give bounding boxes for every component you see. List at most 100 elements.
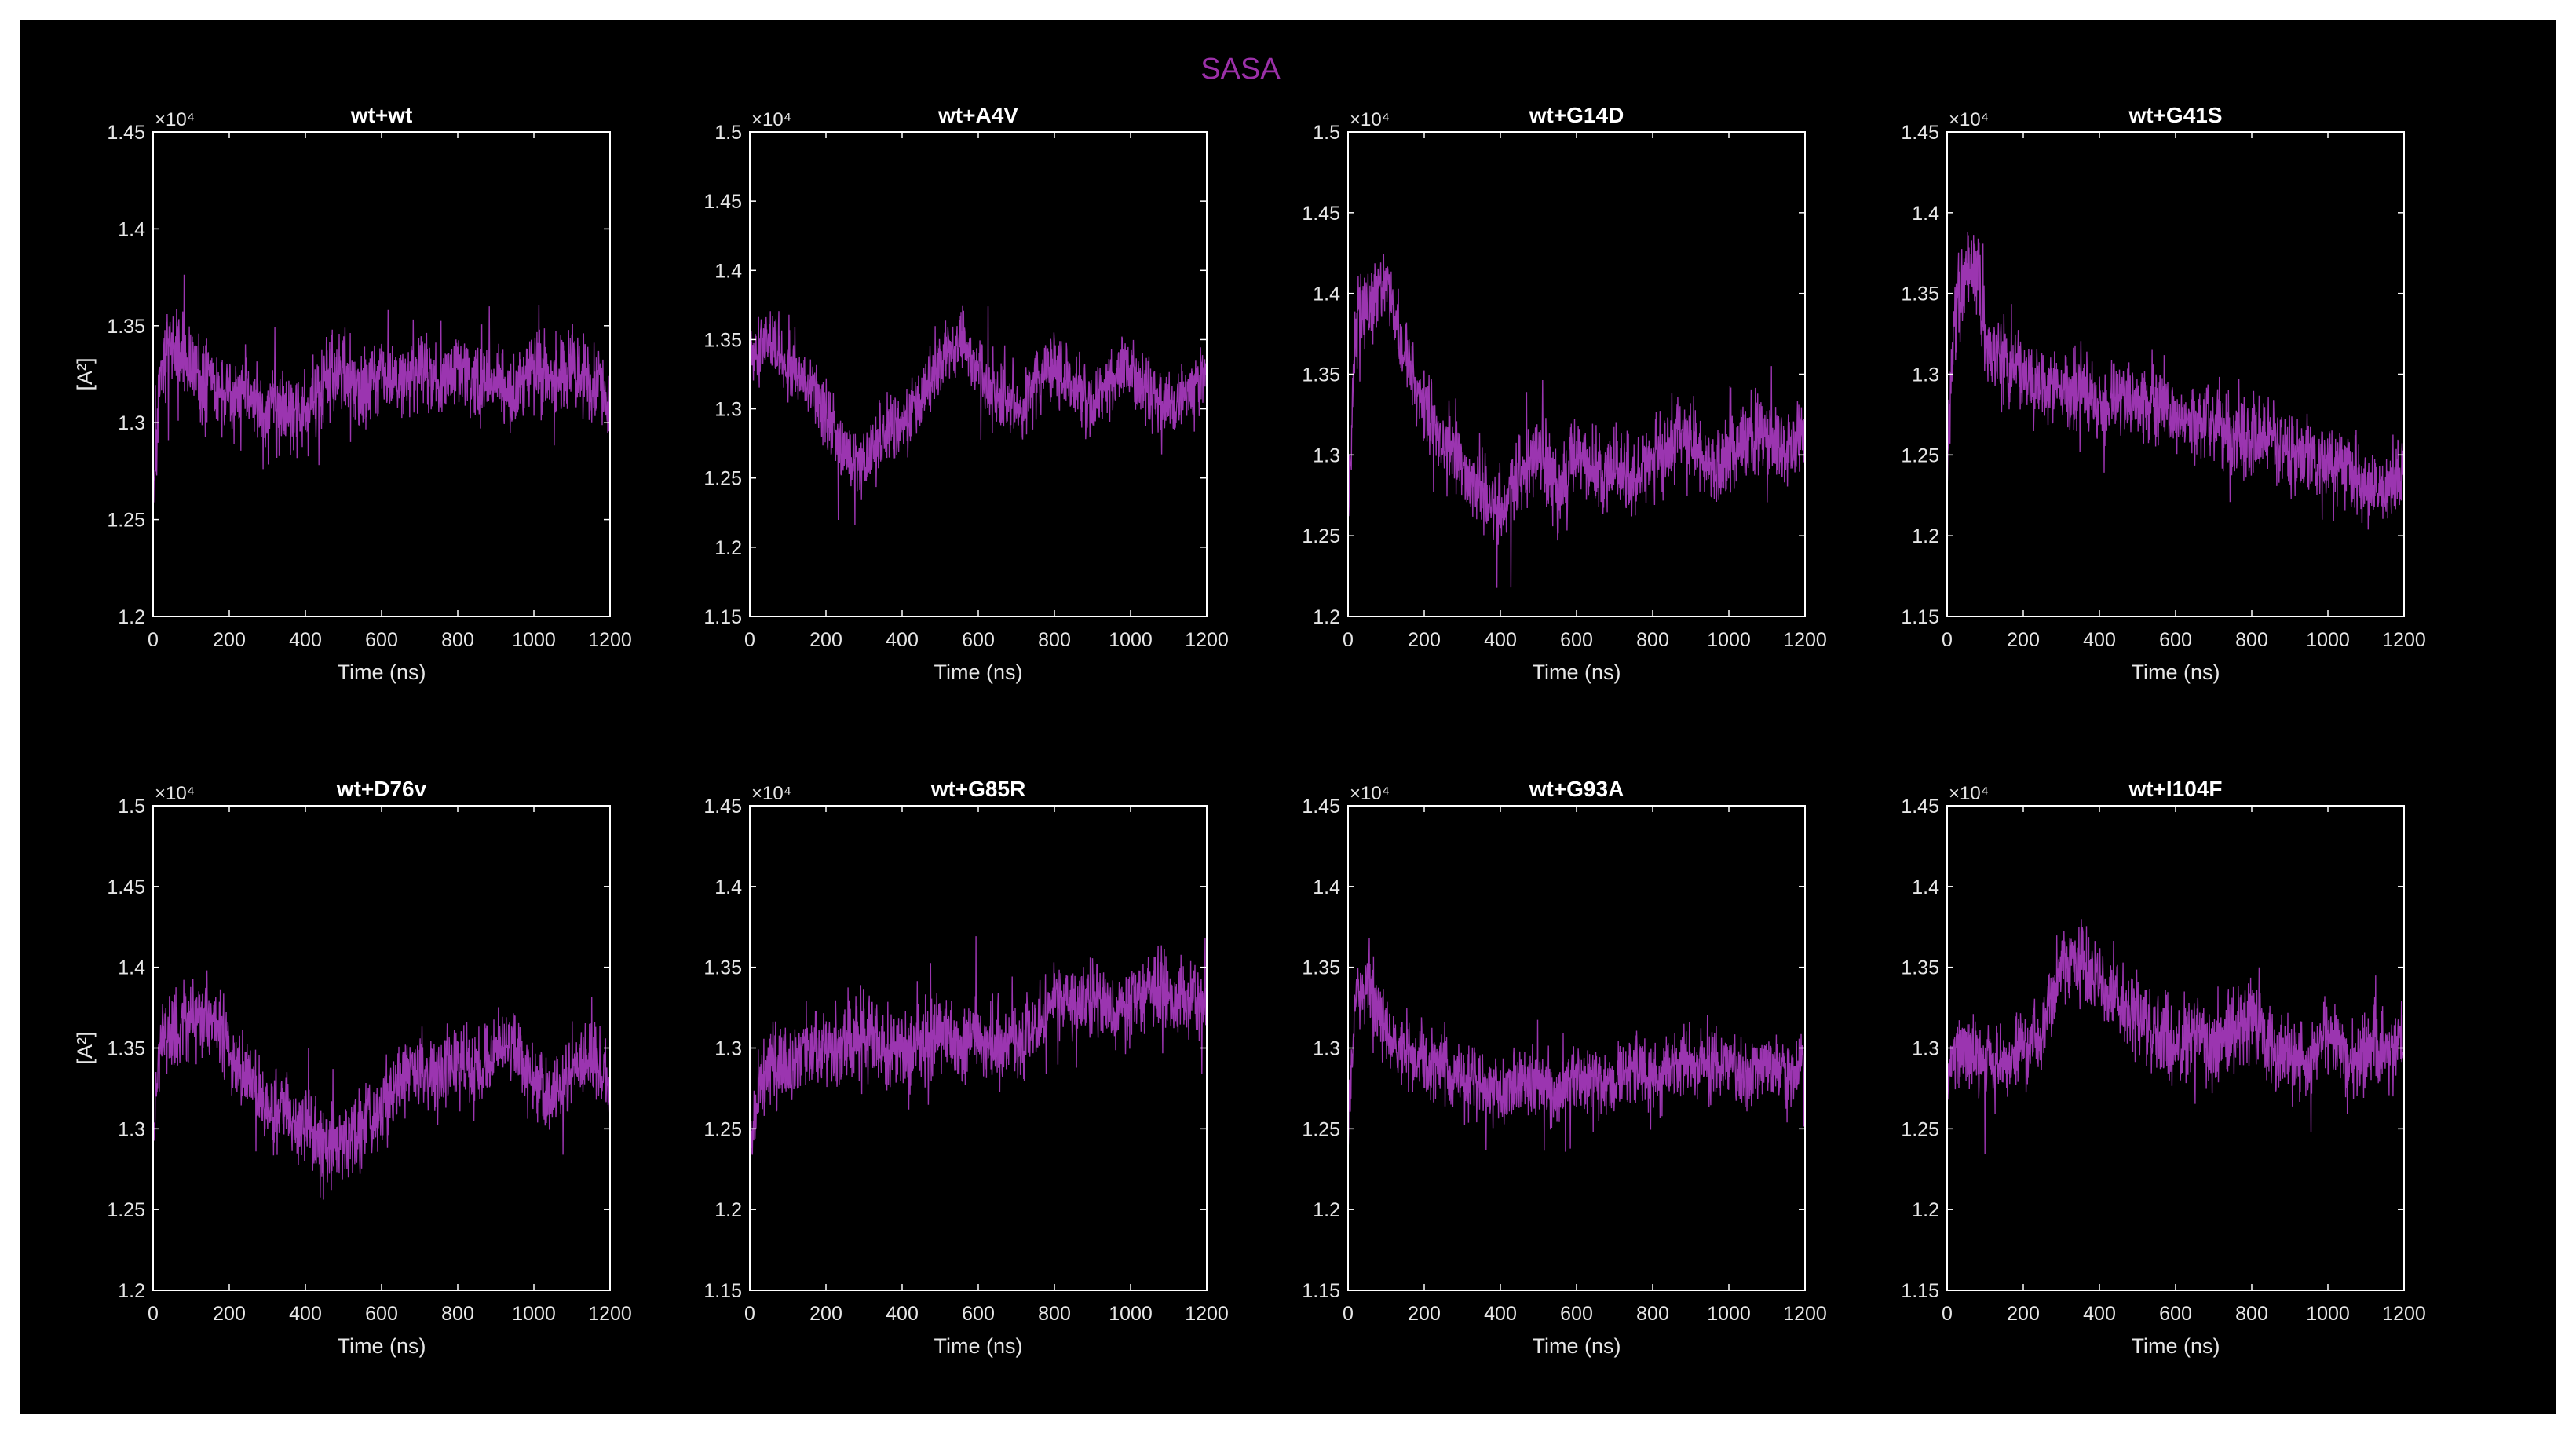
subplot-title: wt+G93A	[1529, 777, 1624, 801]
x-tick-label: 800	[441, 629, 474, 651]
y-axis-label: [A²]	[73, 1031, 97, 1064]
y-tick-label: 1.15	[703, 1280, 742, 1302]
figure-title: SASA	[1200, 53, 1281, 86]
x-tick-label: 1000	[1109, 1303, 1153, 1325]
y-tick-label: 1.25	[703, 1118, 742, 1140]
x-tick-label: 800	[441, 1303, 474, 1325]
sasa-series-line	[1348, 254, 1805, 588]
x-tick-label: 200	[1408, 629, 1441, 651]
y-tick-label: 1.2	[1313, 606, 1340, 628]
x-tick-label: 800	[1636, 1303, 1669, 1325]
x-tick-label: 1200	[2382, 629, 2426, 651]
subplot-3: 0 200 400 600 800 1000 1200 1.15 1.2 1.25 1.3 1.35 1…	[1901, 103, 2425, 684]
x-tick-label: 1000	[512, 1303, 556, 1325]
x-tick-label: 800	[1038, 1303, 1071, 1325]
y-tick-label: 1.35	[107, 1038, 145, 1060]
y-tick-label: 1.45	[703, 191, 742, 213]
x-tick-label: 0	[1343, 1303, 1354, 1325]
x-axis-label: Time (ns)	[934, 660, 1023, 684]
x-tick-label: 0	[744, 1303, 755, 1325]
x-tick-label: 800	[1038, 629, 1071, 651]
y-tick-label: 1.45	[703, 796, 742, 818]
x-tick-label: 600	[2159, 1303, 2192, 1325]
x-tick-label: 800	[1636, 629, 1669, 651]
x-tick-label: 200	[809, 629, 842, 651]
sasa-series-line	[153, 274, 610, 503]
y-tick-label: 1.4	[1313, 284, 1340, 305]
y-exponent-label: ×10⁴	[155, 109, 195, 130]
x-tick-label: 400	[289, 629, 322, 651]
x-tick-label: 0	[1343, 629, 1354, 651]
y-tick-label: 1.15	[1302, 1280, 1340, 1302]
subplot-4: 0 200 400 600 800 1000 1200 1.2 1.25 1.3 1.35 1.4 1.…	[73, 777, 632, 1358]
sasa-series-line	[750, 936, 1207, 1155]
y-tick-label: 1.25	[1302, 1118, 1340, 1140]
x-tick-label: 200	[1408, 1303, 1441, 1325]
y-tick-label: 1.45	[1302, 796, 1340, 818]
figure-canvas: SASA 0 200 400 600 800 1000 1200 1.2 1.25 1.3 1.35…	[20, 20, 2556, 1414]
y-tick-label: 1.15	[703, 606, 742, 628]
x-axis-label: Time (ns)	[1533, 1334, 1621, 1358]
x-axis-label: Time (ns)	[338, 1334, 426, 1358]
x-tick-label: 600	[365, 1303, 398, 1325]
y-tick-label: 1.3	[1912, 1038, 1939, 1060]
y-tick-label: 1.35	[1302, 364, 1340, 386]
x-tick-label: 200	[213, 629, 246, 651]
subplot-2: 0 200 400 600 800 1000 1200 1.2 1.25 1.3 1.35 1.4 1.…	[1302, 103, 1826, 684]
x-tick-label: 400	[2083, 1303, 2116, 1325]
y-tick-label: 1.4	[1912, 203, 1939, 225]
x-tick-label: 400	[886, 629, 919, 651]
x-tick-label: 1200	[1185, 1303, 1229, 1325]
y-tick-label: 1.5	[714, 122, 742, 144]
y-tick-label: 1.3	[1313, 1038, 1340, 1060]
sasa-series-line	[1947, 232, 2404, 530]
y-tick-label: 1.45	[1302, 203, 1340, 225]
x-tick-label: 400	[2083, 629, 2116, 651]
y-exponent-label: ×10⁴	[1350, 109, 1390, 130]
subplot-title: wt+wt	[350, 103, 413, 127]
x-tick-label: 600	[365, 629, 398, 651]
y-tick-label: 1.35	[1901, 284, 1939, 305]
y-tick-label: 1.3	[714, 1038, 742, 1060]
y-tick-label: 1.25	[107, 1199, 145, 1221]
y-tick-label: 1.4	[714, 260, 742, 282]
y-tick-label: 1.2	[118, 1280, 145, 1302]
y-tick-label: 1.4	[1912, 876, 1939, 898]
y-tick-label: 1.15	[1901, 1280, 1939, 1302]
sasa-series-line	[1348, 938, 1805, 1152]
x-tick-label: 1000	[2306, 1303, 2350, 1325]
y-axis-label: [A²]	[73, 357, 97, 390]
y-tick-label: 1.4	[1313, 876, 1340, 898]
subplot-title: wt+I104F	[2128, 777, 2222, 801]
sasa-series-line	[153, 970, 610, 1200]
y-tick-label: 1.3	[1313, 444, 1340, 466]
y-tick-label: 1.2	[714, 537, 742, 559]
axes-box	[152, 805, 611, 1291]
x-tick-label: 0	[148, 1303, 159, 1325]
y-tick-label: 1.45	[107, 876, 145, 898]
subplot-title: wt+D76v	[336, 777, 427, 801]
y-tick-label: 1.4	[118, 218, 145, 240]
x-tick-label: 0	[148, 629, 159, 651]
y-tick-label: 1.35	[1901, 957, 1939, 979]
y-tick-label: 1.3	[118, 1118, 145, 1140]
x-tick-label: 400	[1484, 1303, 1517, 1325]
x-tick-label: 800	[2235, 629, 2268, 651]
x-tick-label: 1200	[1783, 1303, 1827, 1325]
x-tick-label: 600	[962, 1303, 995, 1325]
x-tick-label: 600	[2159, 629, 2192, 651]
y-tick-label: 1.3	[118, 412, 145, 434]
x-tick-label: 200	[213, 1303, 246, 1325]
y-tick-label: 1.2	[1912, 1199, 1939, 1221]
x-tick-label: 1000	[1707, 629, 1751, 651]
y-tick-label: 1.2	[1912, 525, 1939, 547]
x-tick-label: 0	[1942, 629, 1953, 651]
axes-box	[1347, 131, 1806, 617]
x-axis-label: Time (ns)	[1533, 660, 1621, 684]
y-exponent-label: ×10⁴	[1949, 109, 1989, 130]
axes-box	[1347, 805, 1806, 1291]
y-tick-label: 1.2	[714, 1199, 742, 1221]
y-tick-label: 1.4	[118, 957, 145, 979]
x-tick-label: 0	[744, 629, 755, 651]
x-tick-label: 1200	[2382, 1303, 2426, 1325]
